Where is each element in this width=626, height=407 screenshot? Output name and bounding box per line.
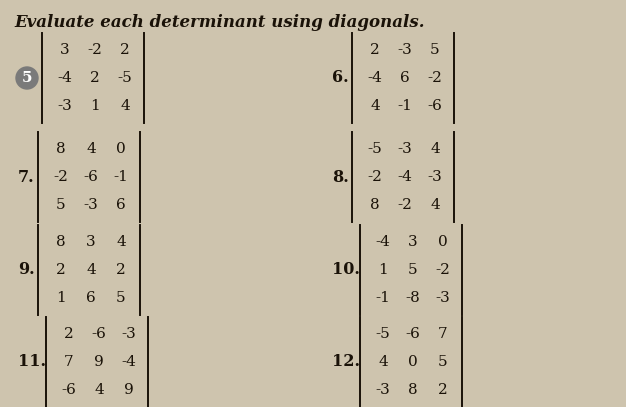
Text: 3: 3	[60, 43, 70, 57]
Text: -2: -2	[88, 43, 103, 57]
Text: 4: 4	[430, 198, 440, 212]
Text: -2: -2	[428, 71, 443, 85]
Text: 4: 4	[430, 142, 440, 156]
Text: 2: 2	[120, 43, 130, 57]
Text: -3: -3	[436, 291, 450, 305]
Text: 2: 2	[438, 383, 448, 397]
Text: 7: 7	[64, 355, 74, 369]
Text: 8.: 8.	[332, 168, 349, 186]
Text: -4: -4	[121, 355, 136, 369]
Text: 4: 4	[378, 355, 388, 369]
Text: -3: -3	[58, 99, 73, 113]
Text: 2: 2	[370, 43, 380, 57]
Text: 2: 2	[64, 327, 74, 341]
Text: -6: -6	[83, 170, 98, 184]
Text: -3: -3	[428, 170, 443, 184]
Text: -4: -4	[58, 71, 73, 85]
Text: 2: 2	[90, 71, 100, 85]
Text: -5: -5	[367, 142, 382, 156]
Text: -2: -2	[54, 170, 68, 184]
Text: 4: 4	[370, 99, 380, 113]
Text: -6: -6	[91, 327, 106, 341]
Text: -1: -1	[398, 99, 413, 113]
Text: 5: 5	[430, 43, 440, 57]
Text: -4: -4	[398, 170, 413, 184]
Text: 7.: 7.	[18, 168, 34, 186]
Text: 8: 8	[408, 383, 418, 397]
Text: -3: -3	[398, 43, 413, 57]
Text: 1: 1	[378, 263, 388, 277]
Text: -3: -3	[121, 327, 136, 341]
Text: 2: 2	[116, 263, 126, 277]
Text: -6: -6	[61, 383, 76, 397]
Text: 5: 5	[408, 263, 418, 277]
Text: 3: 3	[408, 235, 418, 249]
Text: 0: 0	[408, 355, 418, 369]
Text: 5: 5	[116, 291, 126, 305]
Text: -5: -5	[376, 327, 391, 341]
Text: -3: -3	[376, 383, 391, 397]
Text: -6: -6	[428, 99, 443, 113]
Text: -6: -6	[406, 327, 421, 341]
Text: 8: 8	[56, 142, 66, 156]
Text: 4: 4	[86, 142, 96, 156]
Text: -8: -8	[406, 291, 421, 305]
Text: -2: -2	[398, 198, 413, 212]
Text: 1: 1	[90, 99, 100, 113]
Text: 6: 6	[116, 198, 126, 212]
Text: 5: 5	[56, 198, 66, 212]
Text: 8: 8	[370, 198, 380, 212]
Text: -2: -2	[436, 263, 451, 277]
Text: 8: 8	[56, 235, 66, 249]
Text: Evaluate each determinant using diagonals.: Evaluate each determinant using diagonal…	[14, 14, 424, 31]
Text: 4: 4	[86, 263, 96, 277]
Text: 9: 9	[94, 355, 104, 369]
Text: -1: -1	[376, 291, 391, 305]
Text: 7: 7	[438, 327, 448, 341]
Text: -5: -5	[118, 71, 132, 85]
Text: 2: 2	[56, 263, 66, 277]
Text: -3: -3	[84, 198, 98, 212]
Text: -2: -2	[367, 170, 382, 184]
Text: 4: 4	[120, 99, 130, 113]
Text: 4: 4	[94, 383, 104, 397]
Text: 5: 5	[22, 71, 33, 85]
Text: 0: 0	[116, 142, 126, 156]
Text: 6.: 6.	[332, 70, 349, 87]
Text: 0: 0	[438, 235, 448, 249]
Text: 6: 6	[400, 71, 410, 85]
Text: -4: -4	[367, 71, 382, 85]
Text: 9.: 9.	[18, 262, 34, 278]
Text: 6: 6	[86, 291, 96, 305]
Text: 9: 9	[124, 383, 134, 397]
Circle shape	[16, 67, 38, 89]
Text: -3: -3	[398, 142, 413, 156]
Text: 3: 3	[86, 235, 96, 249]
Text: -4: -4	[376, 235, 391, 249]
Text: 5: 5	[438, 355, 448, 369]
Text: 11.: 11.	[18, 354, 46, 370]
Text: 1: 1	[56, 291, 66, 305]
Text: 4: 4	[116, 235, 126, 249]
Text: 12.: 12.	[332, 354, 360, 370]
Text: -1: -1	[113, 170, 128, 184]
Text: 10.: 10.	[332, 262, 360, 278]
